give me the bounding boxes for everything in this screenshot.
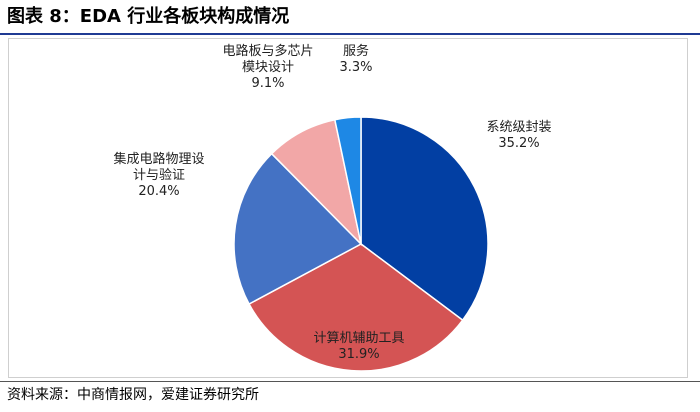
slice-category-label: 计算机辅助工具 — [313, 331, 404, 346]
slice-category-label: 模块设计 — [242, 60, 294, 75]
slice-label: 服务3.3% — [339, 43, 372, 75]
slice-value-label: 35.2% — [498, 136, 539, 151]
slice-category-label: 计与验证 — [133, 167, 185, 183]
pie-slice — [333, 116, 362, 245]
slice-value-label: 31.9% — [338, 347, 379, 362]
slice-value-label: 20.4% — [138, 184, 179, 199]
slice-category-label: 系统级封装 — [486, 120, 551, 135]
slice-category-label: 集成电路物理设 — [113, 151, 204, 167]
slice-value-label: 9.1% — [251, 76, 284, 91]
pie-slice — [233, 152, 363, 306]
source-rule — [0, 381, 700, 382]
figure-title: 图表 8：EDA 行业各板块构成情况 — [7, 6, 290, 27]
slice-value-label: 3.3% — [339, 60, 372, 75]
slice-category-label: 服务 — [343, 43, 369, 59]
pie-slice — [360, 116, 489, 322]
chart-area: 系统级封装 35.2% 计算机辅助工具 31.9% 集成电路物理设 计与验证 20.4% 电路… — [8, 38, 688, 378]
source-note: 资料来源：中商情报网，爱建证券研究所 — [7, 387, 259, 403]
slice-category-label: 电路板与多芯片 — [222, 43, 313, 59]
title-rule — [0, 33, 700, 35]
